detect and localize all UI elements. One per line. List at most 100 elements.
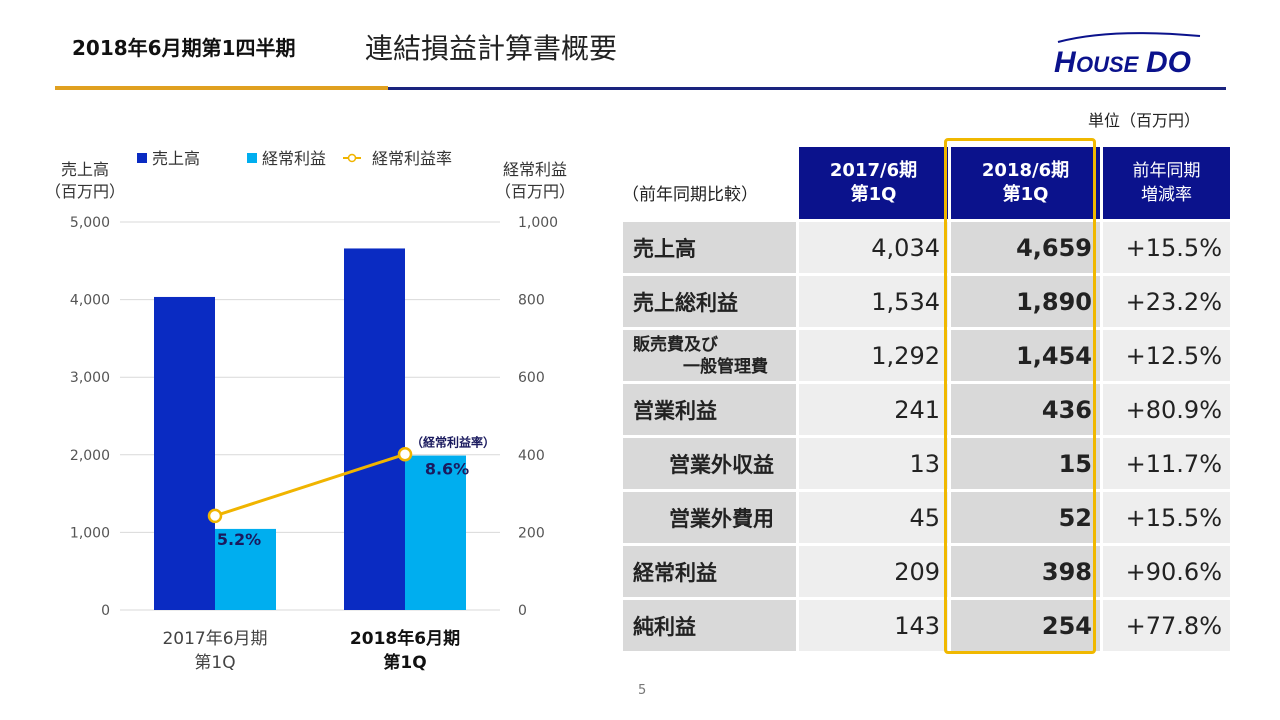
housedo-logo: H OUSE DO [1054, 32, 1201, 79]
right-tick-label: 200 [518, 525, 545, 541]
category-label: 2018年6月期 [350, 628, 460, 649]
legend-label-ordinary-profit: 経常利益 [262, 149, 326, 168]
right-tick-label: 0 [518, 603, 527, 619]
col-header-change: 前年同期 増減率 [1103, 147, 1230, 219]
margin-data-label: 5.2% [217, 530, 261, 549]
legend-swatch-ordinary-profit [247, 153, 257, 163]
category-label: 2017年6月期 [162, 629, 267, 649]
row-label-line2: 一般管理費 [683, 356, 768, 377]
prev-value: 1,292 [799, 330, 948, 381]
change-rate: +90.6% [1103, 546, 1230, 597]
change-rate: +15.5% [1103, 492, 1230, 543]
right-tick-label: 800 [518, 293, 545, 309]
line-margin [214, 452, 406, 518]
table-row: 営業利益 241 436 +80.9% [623, 384, 1230, 435]
row-label: 営業外費用 [623, 492, 796, 543]
current-value: 52 [951, 492, 1100, 543]
sales-profit-chart: 5,000 1,000 4,000 800 3,000 600 2,000 400 1,000 2… [45, 149, 575, 673]
prev-value: 45 [799, 492, 948, 543]
left-tick-label: 2,000 [70, 448, 110, 464]
prev-value: 4,034 [799, 222, 948, 273]
table-row: 経常利益 209 398 +90.6% [623, 546, 1230, 597]
col-header-prev-line2: 第1Q [850, 184, 897, 205]
marker-margin [207, 508, 223, 524]
header-blank [623, 147, 796, 219]
current-value: 398 [951, 546, 1100, 597]
right-tick-label: 1,000 [518, 215, 558, 231]
left-tick-label: 1,000 [70, 525, 110, 541]
row-label: 売上総利益 [623, 276, 796, 327]
table-row: 純利益 143 254 +77.8% [623, 600, 1230, 651]
current-value: 4,659 [951, 222, 1100, 273]
legend-label-sales: 売上高 [152, 149, 200, 168]
change-rate: +12.5% [1103, 330, 1230, 381]
page-title: 連結損益計算書概要 [365, 32, 618, 65]
right-axis-unit: （百万円） [495, 182, 575, 201]
col-header-current-line1: 2018/6期 [981, 160, 1070, 181]
col-header-prev-line1: 2017/6期 [829, 160, 918, 181]
change-rate: +77.8% [1103, 600, 1230, 651]
svg-text:DO: DO [1146, 46, 1191, 79]
current-period-highlight [944, 138, 1096, 654]
row-label: 営業外収益 [623, 438, 796, 489]
left-tick-label: 4,000 [70, 293, 110, 309]
bar-ordinary-profit [215, 528, 276, 610]
table-row: 販売費及び 一般管理費 1,292 1,454 +12.5% [623, 330, 1230, 381]
row-label-line1: 販売費及び [633, 334, 718, 355]
prev-value: 1,534 [799, 276, 948, 327]
income-statement-table: 2017/6期 第1Q 2018/6期 第1Q 前年同期 増減率 売上高 4,0… [620, 144, 1233, 654]
current-value: 1,890 [951, 276, 1100, 327]
change-rate: +11.7% [1103, 438, 1230, 489]
svg-text:OUSE: OUSE [1076, 52, 1140, 77]
col-header-prev: 2017/6期 第1Q [799, 147, 948, 219]
row-label: 経常利益 [623, 546, 796, 597]
current-value: 15 [951, 438, 1100, 489]
current-value: 1,454 [951, 330, 1100, 381]
right-axis-title: 経常利益 [503, 160, 567, 179]
change-rate: +15.5% [1103, 222, 1230, 273]
legend-marker-margin [347, 153, 357, 163]
legend-label-margin: 経常利益率 [372, 149, 452, 168]
prev-value: 241 [799, 384, 948, 435]
margin-data-label: 8.6% [425, 459, 469, 478]
current-value: 436 [951, 384, 1100, 435]
left-axis-title: 売上高 [61, 160, 109, 179]
bar-sales [344, 248, 405, 610]
left-tick-label: 0 [101, 603, 110, 619]
page-number: 5 [638, 683, 647, 698]
left-tick-label: 5,000 [70, 215, 110, 231]
row-label: 純利益 [623, 600, 796, 651]
unit-label: 単位（百万円） [1088, 111, 1201, 130]
header-rule-gold [55, 86, 388, 90]
left-tick-label: 3,000 [70, 370, 110, 386]
current-value: 254 [951, 600, 1100, 651]
left-axis-unit: （百万円） [45, 182, 125, 201]
category-sublabel: 第1Q [383, 652, 426, 673]
svg-text:H: H [1054, 46, 1077, 79]
category-sublabel: 第1Q [194, 653, 235, 673]
header-rule-navy [388, 87, 1226, 90]
prev-value: 143 [799, 600, 948, 651]
col-header-current-line2: 第1Q [1002, 184, 1049, 205]
row-label: 販売費及び 一般管理費 [623, 330, 796, 381]
prev-value: 209 [799, 546, 948, 597]
legend-swatch-sales [137, 153, 147, 163]
bar-sales [154, 296, 215, 610]
table-row: 売上高 4,034 4,659 +15.5% [623, 222, 1230, 273]
right-tick-label: 400 [518, 448, 545, 464]
margin-annotation: （経常利益率） [411, 434, 495, 449]
col-header-change-line1: 前年同期 [1132, 161, 1201, 181]
col-header-current: 2018/6期 第1Q [951, 147, 1100, 219]
table-row: 売上総利益 1,534 1,890 +23.2% [623, 276, 1230, 327]
col-header-change-line2: 増減率 [1141, 185, 1192, 205]
table-row: 営業外費用 45 52 +15.5% [623, 492, 1230, 543]
bar-ordinary-profit [405, 455, 466, 610]
row-label: 営業利益 [623, 384, 796, 435]
table-caption: （前年同期比較） [622, 185, 758, 205]
prev-value: 13 [799, 438, 948, 489]
row-label: 売上高 [623, 222, 796, 273]
right-tick-label: 600 [518, 370, 545, 386]
change-rate: +80.9% [1103, 384, 1230, 435]
table-row: 営業外収益 13 15 +11.7% [623, 438, 1230, 489]
marker-margin [397, 447, 413, 462]
